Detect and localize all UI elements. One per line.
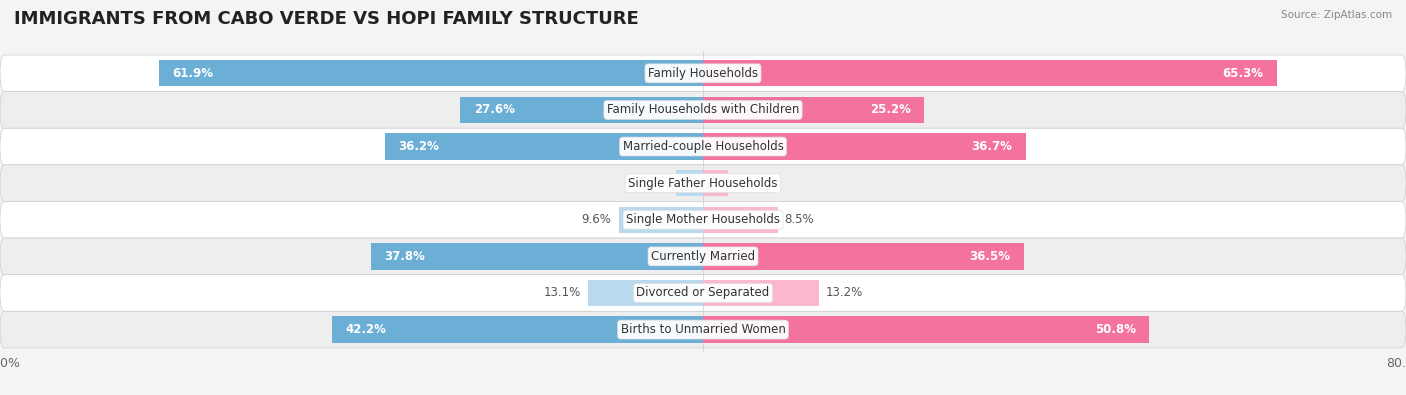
Text: 36.2%: 36.2% (398, 140, 439, 153)
Bar (332, 316, 703, 343)
Text: Family Households with Children: Family Households with Children (607, 103, 799, 117)
FancyBboxPatch shape (0, 165, 1406, 201)
Text: Single Mother Households: Single Mother Households (626, 213, 780, 226)
Text: 25.2%: 25.2% (870, 103, 911, 117)
Text: 37.8%: 37.8% (384, 250, 425, 263)
Bar (676, 170, 703, 196)
Text: Births to Unmarried Women: Births to Unmarried Women (620, 323, 786, 336)
Text: 36.7%: 36.7% (972, 140, 1012, 153)
Bar (703, 134, 1025, 160)
Text: 3.1%: 3.1% (638, 177, 669, 190)
Bar (703, 280, 818, 306)
Text: 8.5%: 8.5% (785, 213, 814, 226)
FancyBboxPatch shape (0, 238, 1406, 275)
Text: Currently Married: Currently Married (651, 250, 755, 263)
FancyBboxPatch shape (0, 92, 1406, 128)
FancyBboxPatch shape (0, 275, 1406, 311)
Text: IMMIGRANTS FROM CABO VERDE VS HOPI FAMILY STRUCTURE: IMMIGRANTS FROM CABO VERDE VS HOPI FAMIL… (14, 10, 638, 28)
FancyBboxPatch shape (0, 128, 1406, 165)
FancyBboxPatch shape (0, 55, 1406, 92)
Text: 61.9%: 61.9% (173, 67, 214, 80)
Bar (703, 170, 728, 196)
Text: Single Father Households: Single Father Households (628, 177, 778, 190)
Text: 36.5%: 36.5% (970, 250, 1011, 263)
Bar (461, 97, 703, 123)
Text: 13.2%: 13.2% (827, 286, 863, 299)
Text: Married-couple Households: Married-couple Households (623, 140, 783, 153)
Bar (703, 207, 778, 233)
Bar (371, 243, 703, 269)
Text: 13.1%: 13.1% (544, 286, 581, 299)
FancyBboxPatch shape (0, 201, 1406, 238)
Bar (619, 207, 703, 233)
Bar (703, 60, 1277, 87)
Text: 27.6%: 27.6% (474, 103, 515, 117)
Bar (385, 134, 703, 160)
Bar (588, 280, 703, 306)
Text: Source: ZipAtlas.com: Source: ZipAtlas.com (1281, 10, 1392, 20)
Text: 9.6%: 9.6% (582, 213, 612, 226)
Bar (703, 97, 925, 123)
Bar (703, 243, 1024, 269)
Text: 50.8%: 50.8% (1095, 323, 1136, 336)
Bar (159, 60, 703, 87)
Text: 65.3%: 65.3% (1223, 67, 1264, 80)
FancyBboxPatch shape (0, 311, 1406, 348)
Text: Family Households: Family Households (648, 67, 758, 80)
Bar (703, 316, 1150, 343)
Text: 42.2%: 42.2% (346, 323, 387, 336)
Text: 2.8%: 2.8% (734, 177, 765, 190)
Text: Divorced or Separated: Divorced or Separated (637, 286, 769, 299)
